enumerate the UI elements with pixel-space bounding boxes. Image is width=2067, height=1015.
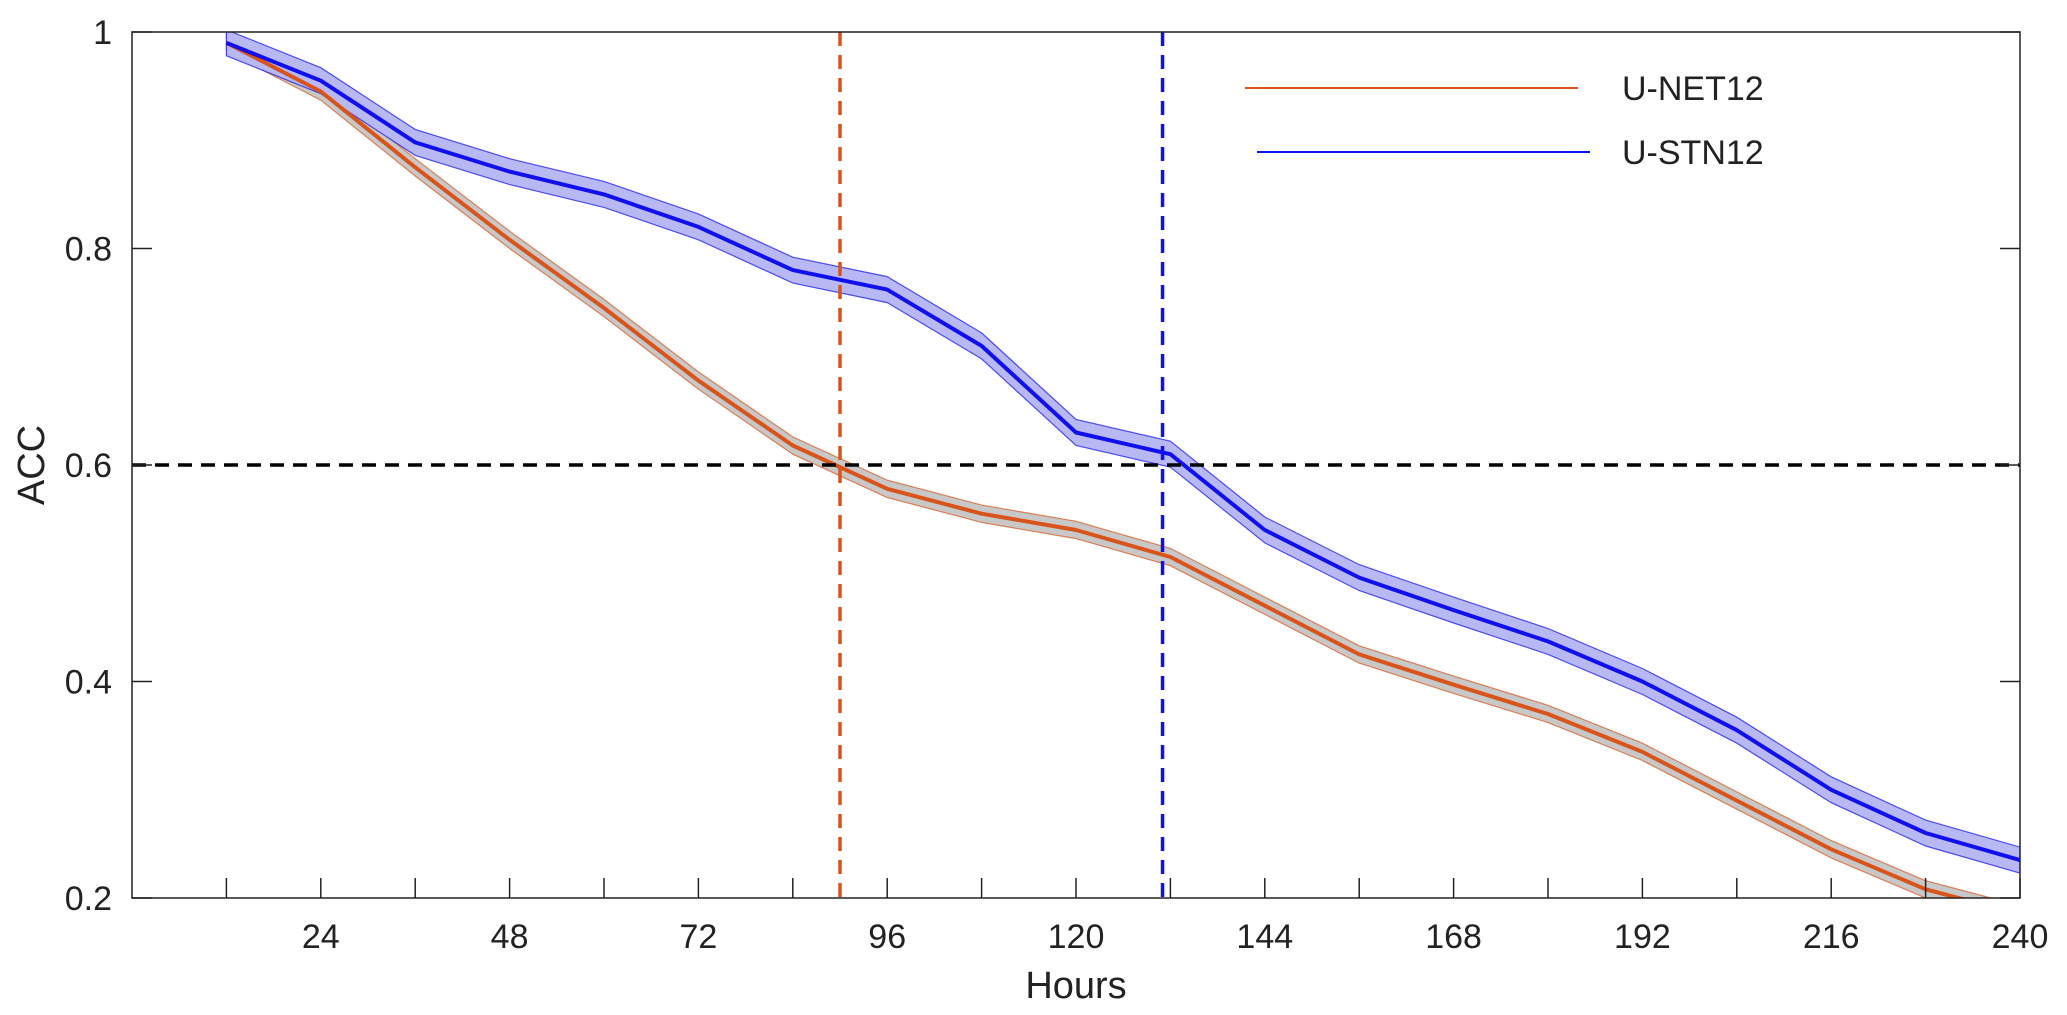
x-tick-label: 48 — [491, 918, 529, 956]
x-tick-label: 240 — [1992, 918, 2049, 956]
y-tick-label: 0.8 — [65, 231, 112, 269]
y-tick-label: 0.4 — [65, 664, 112, 702]
series-line-2 — [225, 40, 2020, 863]
x-tick-label: 168 — [1425, 918, 1482, 956]
x-tick-label: 120 — [1048, 918, 1105, 956]
x-tick-label: 72 — [679, 918, 717, 956]
legend-label-2: U-STN12 — [1622, 134, 1764, 172]
x-tick-label: 216 — [1803, 918, 1860, 956]
series-band-2 — [225, 32, 2020, 874]
legend: U-NET12 U-STN12 — [1245, 70, 1764, 172]
x-tick-label: 192 — [1614, 918, 1671, 956]
y-tick-label: 0.6 — [65, 447, 112, 485]
x-tick-label: 24 — [302, 918, 340, 956]
y-axis-label: ACC — [11, 425, 53, 505]
series-lines — [225, 40, 2020, 898]
legend-label-1: U-NET12 — [1622, 70, 1764, 108]
y-tick-label: 1 — [93, 14, 112, 52]
y-tick-label: 0.2 — [65, 880, 112, 918]
reference-lines — [132, 32, 2020, 898]
x-axis-label: Hours — [1025, 965, 1126, 1007]
axes: 24 48 72 96 120 144 168 192 216 240 0.2 0.4 0.6 0.8 1 H… — [11, 14, 2048, 1007]
x-tick-label: 96 — [868, 918, 906, 956]
x-tick-label: 144 — [1236, 918, 1293, 956]
series-line-1 — [225, 41, 1967, 898]
